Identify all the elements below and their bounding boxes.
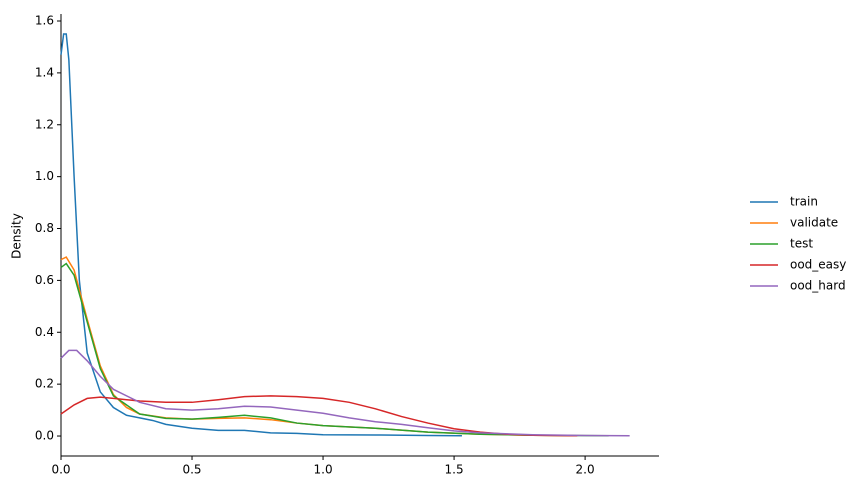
y-tick-label: 1.2 [35,117,54,131]
line-series [60,349,630,437]
line-series [60,395,578,437]
y-tick-label: 1.6 [35,14,54,28]
legend-label: ood_hard [790,279,846,293]
line-series [60,256,578,437]
legend-label: test [790,237,813,251]
y-axis-label: Density [10,213,24,259]
y-tick-label: 0.6 [35,273,54,287]
y-tick-label: 0.0 [35,429,54,443]
line-series [60,262,609,437]
legend-label: validate [790,216,838,230]
y-tick-label: 0.2 [35,377,54,391]
legend-label: train [790,195,818,209]
x-tick-label: 0.5 [182,463,201,477]
x-tick-label: 0.0 [51,463,70,477]
x-tick-label: 2.0 [576,463,595,477]
x-tick-label: 1.5 [445,463,464,477]
x-tick-label: 1.0 [314,463,333,477]
y-tick-label: 0.8 [35,221,54,235]
legend-label: ood_easy [790,258,846,272]
y-tick-label: 1.0 [35,169,54,183]
line-series [60,33,462,437]
y-tick-label: 0.4 [35,325,54,339]
y-tick-label: 1.4 [35,65,54,79]
